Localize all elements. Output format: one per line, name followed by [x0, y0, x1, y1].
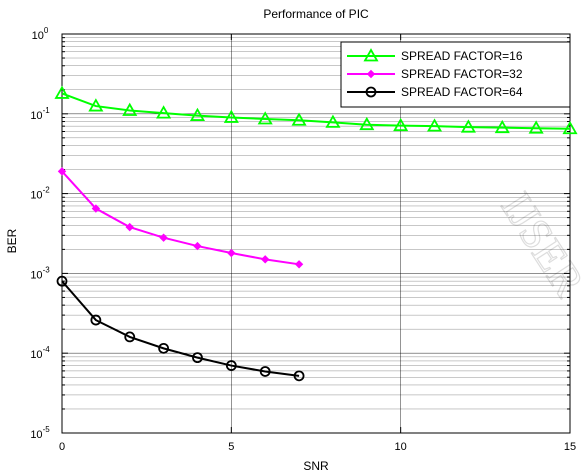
y-tick-label: 10-2: [30, 186, 50, 202]
circle-marker: [259, 366, 271, 377]
triangle-marker: [189, 107, 206, 121]
triangle-marker: [223, 109, 239, 123]
diamond-marker: [366, 69, 376, 79]
y-axis-label: BER: [5, 228, 19, 253]
chart-title: Performance of PIC: [263, 7, 369, 21]
x-tick-label: 5: [228, 441, 234, 453]
circle-marker: [365, 86, 377, 98]
diamond-marker: [91, 204, 101, 213]
diamond-marker: [227, 248, 236, 258]
triangle-marker: [359, 116, 375, 131]
y-tick-label: 10-3: [30, 265, 50, 281]
triangle-marker: [291, 112, 307, 126]
x-tick-labels: 0 5 10 15: [59, 441, 576, 453]
plot-frame: [61, 33, 571, 434]
diamond-marker: [294, 260, 304, 269]
y-tick-label: 10-1: [30, 106, 50, 122]
circle-marker: [225, 360, 237, 371]
y-tick-label: 10-5: [30, 425, 50, 441]
x-tick-label: 0: [59, 441, 65, 453]
triangle-marker: [122, 102, 138, 116]
diamond-marker: [260, 255, 270, 264]
diamond-marker: [57, 167, 67, 176]
triangle-marker: [88, 98, 104, 112]
circle-marker: [56, 275, 68, 287]
triangle-marker: [54, 85, 70, 99]
triangle-marker: [494, 119, 510, 134]
circle-marker: [124, 331, 136, 343]
legend-label: SPREAD FACTOR=64: [401, 85, 523, 99]
y-tick-label: 100: [32, 26, 49, 42]
triangle-marker: [257, 111, 273, 125]
legend-label: SPREAD FACTOR=32: [401, 67, 523, 81]
diamond-marker: [125, 222, 134, 232]
triangle-marker: [393, 117, 409, 132]
y-tick-label: 10-4: [30, 345, 50, 361]
series: [56, 275, 305, 382]
legend-item: SPREAD FACTOR=16: [347, 48, 523, 63]
triangle-marker: [363, 48, 379, 62]
legend-label: SPREAD FACTOR=16: [401, 49, 523, 63]
series-line: [61, 170, 300, 266]
x-axis-label: SNR: [303, 459, 329, 473]
circle-marker: [90, 314, 102, 326]
circle-marker: [293, 370, 305, 382]
diamond-marker: [193, 241, 202, 251]
watermark-text: IJSER: [492, 184, 581, 306]
legend-item: SPREAD FACTOR=64: [347, 85, 523, 99]
triangle-marker: [426, 118, 443, 132]
x-tick-label: 15: [564, 441, 576, 453]
series-line: [61, 92, 571, 130]
series: [57, 167, 304, 269]
legend-item: SPREAD FACTOR=32: [347, 67, 523, 81]
series: [54, 85, 578, 135]
triangle-marker: [156, 105, 172, 119]
triangle-marker: [460, 119, 476, 133]
y-tick-labels: 100 10-1 10-2 10-3 10-4 10-5: [30, 26, 50, 441]
circle-marker: [192, 352, 203, 364]
watermark: IJSER: [491, 183, 581, 306]
triangle-marker: [325, 114, 341, 128]
triangle-marker: [528, 120, 544, 134]
circle-marker: [158, 342, 170, 354]
diamond-marker: [159, 233, 168, 242]
x-tick-label: 10: [395, 441, 407, 453]
legend: SPREAD FACTOR=16 SPREAD FACTOR=32 SPREAD F…: [340, 41, 571, 108]
data-series: [54, 85, 578, 382]
series-line: [61, 280, 300, 377]
triangle-marker: [562, 120, 578, 135]
